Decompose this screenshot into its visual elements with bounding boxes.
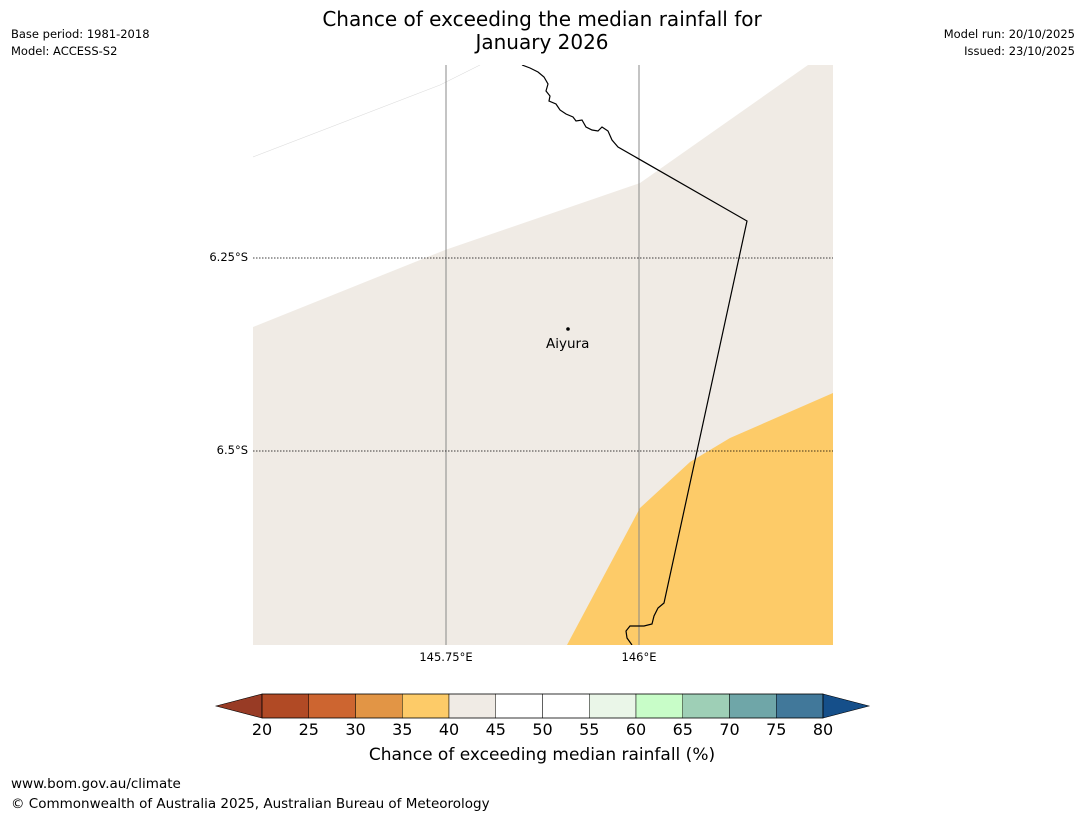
model-run: Model run: 20/10/2025 <box>943 27 1075 41</box>
colorbar-tick-label: 75 <box>766 720 787 739</box>
title-line-2: January 2026 <box>475 30 609 54</box>
colorbar-label: Chance of exceeding median rainfall (%) <box>368 745 716 765</box>
region-35-40 <box>567 393 833 645</box>
colorbar-tick-label: 20 <box>251 720 273 739</box>
colorbar-tick-label: 80 <box>812 720 834 739</box>
colorbar-segment <box>589 693 637 719</box>
footer-copyright: © Commonwealth of Australia 2025, Austra… <box>11 796 490 812</box>
issued-date: Issued: 23/10/2025 <box>964 44 1075 58</box>
colorbar-tick-label: 25 <box>298 720 319 739</box>
colorbar-segment <box>308 693 356 719</box>
lat-label-6-25: 6.25°S <box>209 250 248 264</box>
colorbar-segment <box>402 693 450 719</box>
colorbar-segment <box>729 693 777 719</box>
colorbar-tick-label: 45 <box>485 720 506 739</box>
colorbar-tick-label: 65 <box>672 720 693 739</box>
colorbar-segment <box>355 693 403 719</box>
colorbar-tick-label: 35 <box>392 720 413 739</box>
colorbar-outline <box>261 693 824 719</box>
lat-label-6-5: 6.5°S <box>216 443 248 457</box>
title-line-1: Chance of exceeding the median rainfall … <box>322 7 762 31</box>
colorbar-segment <box>635 693 683 719</box>
lon-label-145-75: 145.75°E <box>419 650 473 664</box>
place-label: Aiyura <box>546 336 590 352</box>
footer-url: www.bom.gov.au/climate <box>11 776 181 792</box>
colorbar-segment <box>682 693 730 719</box>
base-period: Base period: 1981-2018 <box>11 27 150 41</box>
colorbar-tick-label: 60 <box>625 720 647 739</box>
colorbar-segment <box>448 693 496 719</box>
colorbar-extend-high <box>822 693 871 719</box>
colorbar-segment <box>495 693 543 719</box>
colorbar-tick-label: 70 <box>719 720 740 739</box>
map-area <box>253 65 833 645</box>
colorbar-segment <box>261 693 309 719</box>
colorbar-segment <box>542 693 590 719</box>
colorbar-extend-low <box>214 693 263 719</box>
colorbar-tick-label: 50 <box>532 720 553 739</box>
place-marker <box>566 327 570 331</box>
contour-line <box>253 65 481 158</box>
colorbar-tick-label: 30 <box>345 720 366 739</box>
border-line <box>521 65 748 645</box>
colorbar-segment <box>776 693 824 719</box>
colorbar-tick-label: 40 <box>438 720 460 739</box>
colorbar-tick-label: 55 <box>579 720 600 739</box>
chart-title: Chance of exceeding the median rainfall … <box>242 8 842 54</box>
model-name: Model: ACCESS-S2 <box>11 44 118 58</box>
lon-label-146: 146°E <box>621 650 657 664</box>
meta-left: Base period: 1981-2018 Model: ACCESS-S2 <box>11 26 150 60</box>
meta-right: Model run: 20/10/2025 Issued: 23/10/2025 <box>944 26 1075 60</box>
